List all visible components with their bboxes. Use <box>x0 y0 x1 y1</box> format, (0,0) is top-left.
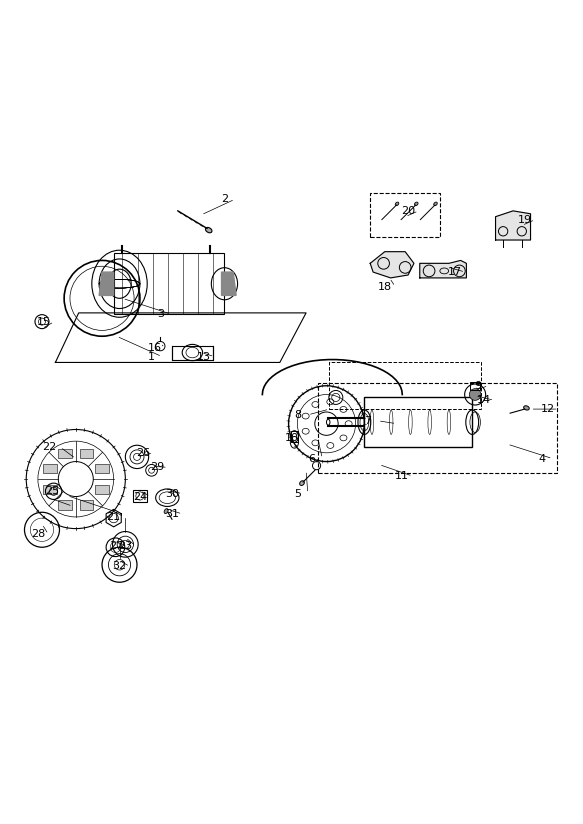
Bar <box>370 194 440 237</box>
Text: 16: 16 <box>147 343 161 353</box>
Text: 21: 21 <box>107 512 121 522</box>
Ellipse shape <box>205 227 212 232</box>
Bar <box>79 500 93 509</box>
Bar <box>114 253 224 314</box>
Text: 12: 12 <box>541 404 555 414</box>
Ellipse shape <box>164 508 168 513</box>
Polygon shape <box>420 260 466 278</box>
Polygon shape <box>222 272 236 295</box>
Bar <box>133 489 147 503</box>
Bar <box>79 448 93 458</box>
Text: 17: 17 <box>448 267 462 277</box>
Text: 26: 26 <box>136 447 150 458</box>
Bar <box>94 464 108 473</box>
Bar <box>58 448 72 458</box>
Bar <box>172 345 213 359</box>
Bar <box>318 383 557 473</box>
Text: 13: 13 <box>197 352 211 362</box>
Ellipse shape <box>524 405 529 410</box>
Bar <box>58 500 72 509</box>
Text: 6: 6 <box>308 454 315 464</box>
Ellipse shape <box>300 480 304 485</box>
Text: 10: 10 <box>285 433 298 443</box>
Text: 11: 11 <box>395 471 409 481</box>
Bar <box>364 397 472 447</box>
Text: 28: 28 <box>31 530 45 540</box>
Bar <box>291 431 298 442</box>
Bar <box>94 485 108 494</box>
Text: 19: 19 <box>518 214 532 225</box>
Text: 27: 27 <box>110 541 124 551</box>
Text: 7: 7 <box>364 416 371 426</box>
Text: 5: 5 <box>294 489 301 499</box>
Bar <box>470 382 480 390</box>
Text: 2: 2 <box>221 194 228 204</box>
Polygon shape <box>99 272 114 295</box>
Text: 8: 8 <box>294 410 301 420</box>
Bar <box>329 363 481 409</box>
Text: 9: 9 <box>475 381 482 391</box>
Text: 14: 14 <box>477 396 491 405</box>
Text: 15: 15 <box>37 316 51 326</box>
Text: 29: 29 <box>150 462 164 472</box>
Text: 25: 25 <box>45 485 59 496</box>
Text: 30: 30 <box>165 489 179 499</box>
Circle shape <box>469 389 481 400</box>
Bar <box>43 485 57 494</box>
Text: 22: 22 <box>43 442 57 452</box>
Text: 24: 24 <box>133 492 147 502</box>
Text: 18: 18 <box>378 282 392 292</box>
Text: 20: 20 <box>401 206 415 216</box>
Text: 1: 1 <box>148 352 155 362</box>
Bar <box>43 464 57 473</box>
Text: 32: 32 <box>113 561 127 572</box>
Text: 3: 3 <box>157 309 164 319</box>
Polygon shape <box>496 211 531 240</box>
Text: 31: 31 <box>165 509 179 519</box>
Ellipse shape <box>395 202 399 206</box>
Ellipse shape <box>415 202 418 206</box>
Ellipse shape <box>434 202 437 206</box>
Text: 23: 23 <box>118 541 132 551</box>
Text: 4: 4 <box>539 454 546 464</box>
Polygon shape <box>370 251 414 278</box>
